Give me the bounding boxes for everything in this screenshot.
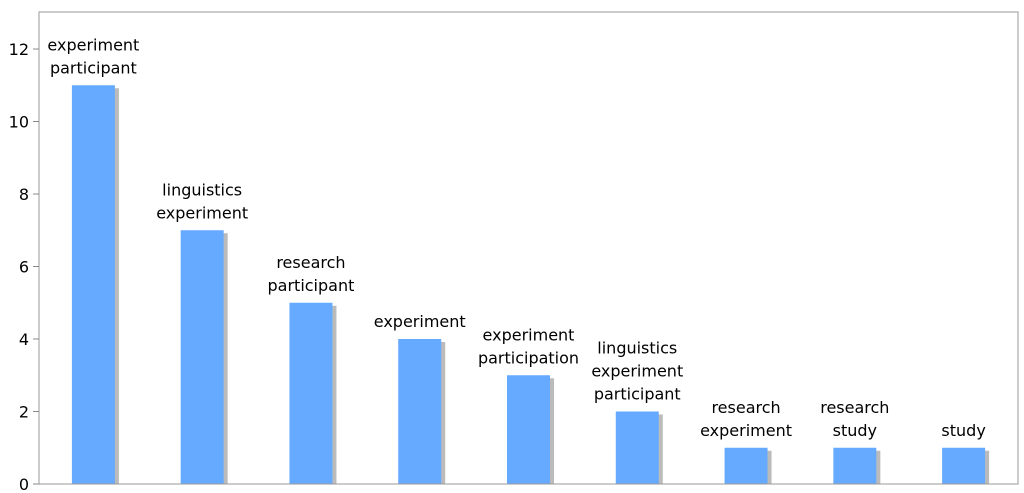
bar-label: research participant <box>268 253 355 295</box>
y-tick-label: 4 <box>19 330 29 349</box>
data-labels: experiment participant linguistics experime… <box>47 35 985 440</box>
bar <box>289 302 333 484</box>
bar <box>724 447 768 484</box>
y-tick-label: 8 <box>19 185 29 204</box>
bar-label-line: linguistics <box>162 180 242 199</box>
bar <box>71 85 115 484</box>
bar-label-line: participant <box>594 385 681 404</box>
bar <box>398 339 442 484</box>
bar-label-line: study <box>941 421 985 440</box>
bar-label-line: study <box>833 421 877 440</box>
bar-label: research study <box>820 398 889 440</box>
bar-label: linguistics experiment participant <box>591 339 683 404</box>
bar-label-line: experiment <box>47 35 139 54</box>
bar-label-line: linguistics <box>597 339 677 358</box>
bar-label-line: research <box>820 398 889 417</box>
bar-label-line: experiment <box>374 312 466 331</box>
y-tick-label: 12 <box>9 40 29 59</box>
bar <box>180 230 224 484</box>
y-tick-label: 10 <box>9 113 29 132</box>
bar-label: experiment <box>374 312 466 331</box>
bar-label-line: experiment <box>591 362 683 381</box>
bar-label-line: participation <box>478 348 579 367</box>
bar <box>833 447 877 484</box>
bar-label-line: experiment <box>156 203 248 222</box>
bar-label: linguistics experiment <box>156 180 248 222</box>
bar-label: experiment participant <box>47 35 139 77</box>
bar-label-line: experiment <box>483 325 575 344</box>
bars <box>39 85 1018 485</box>
bar-label: research experiment <box>700 398 792 440</box>
bar-label: experiment participation <box>478 325 579 367</box>
bar <box>615 411 659 484</box>
bar-label-line: participant <box>50 58 137 77</box>
y-tick-label: 2 <box>19 403 29 422</box>
y-tick-label: 6 <box>19 258 29 277</box>
y-axis: 0 2 4 6 8 10 12 <box>9 40 39 493</box>
bar <box>507 375 550 484</box>
bar-label-line: participant <box>268 276 355 295</box>
bar-label-line: experiment <box>700 421 792 440</box>
bar-label: study <box>941 421 985 440</box>
bar-label-line: research <box>711 398 780 417</box>
bar-label-line: research <box>276 253 345 272</box>
y-tick-label: 0 <box>19 475 29 493</box>
bar <box>942 447 986 484</box>
